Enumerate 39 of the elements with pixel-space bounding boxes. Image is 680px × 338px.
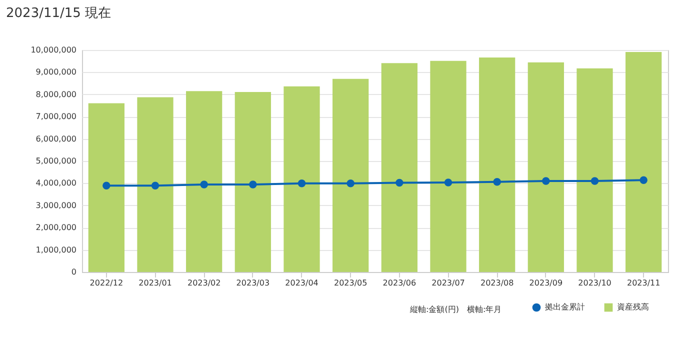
legend-label: 資産残高 (617, 302, 649, 312)
bar (576, 68, 613, 272)
x-tick-label: 2023/06 (382, 278, 416, 288)
y-tick-label: 4,000,000 (36, 178, 76, 188)
x-tick-label: 2023/01 (138, 278, 172, 288)
legend-label: 拠出金累計 (545, 302, 585, 312)
y-tick-label: 8,000,000 (36, 90, 76, 99)
bar (479, 58, 516, 272)
x-tick-label: 2023/09 (529, 278, 563, 288)
y-tick-label: 0 (71, 268, 76, 276)
bar (381, 63, 418, 272)
bar (186, 91, 222, 272)
x-tick-label: 2023/05 (334, 278, 368, 288)
bar (137, 97, 174, 272)
bar (284, 86, 320, 272)
y-tick-label: 1,000,000 (36, 245, 76, 254)
x-tick-label: 2023/10 (578, 278, 612, 288)
y-tick-label: 10,000,000 (30, 46, 76, 54)
x-tick-label: 2023/11 (626, 278, 660, 288)
text: 縦軸:金額(円) 横軸:年月 (410, 304, 502, 315)
x-tick-label: 2023/04 (285, 278, 318, 288)
y-tick-label: 2,000,000 (36, 223, 76, 232)
y-tick-label: 3,000,000 (36, 200, 76, 210)
bar (626, 52, 662, 272)
y-tick-label: 9,000,000 (36, 68, 76, 77)
bar (234, 92, 271, 272)
y-tick-label: 5,000,000 (36, 156, 76, 166)
bar (430, 60, 466, 272)
chart-title: 2023/11/15 現在 (6, 6, 112, 21)
x-tick-label: 2023/03 (236, 278, 270, 288)
x-tick-label: 2023/08 (480, 278, 514, 288)
bar (528, 62, 564, 272)
y-tick-label: 7,000,000 (36, 112, 76, 122)
bar (88, 103, 124, 272)
x-tick-label: 2023/02 (187, 278, 221, 288)
bar (332, 78, 369, 272)
x-tick-label: 2022/12 (90, 278, 124, 288)
x-tick-label: 2023/07 (432, 278, 465, 288)
y-tick-label: 6,000,000 (36, 134, 76, 144)
